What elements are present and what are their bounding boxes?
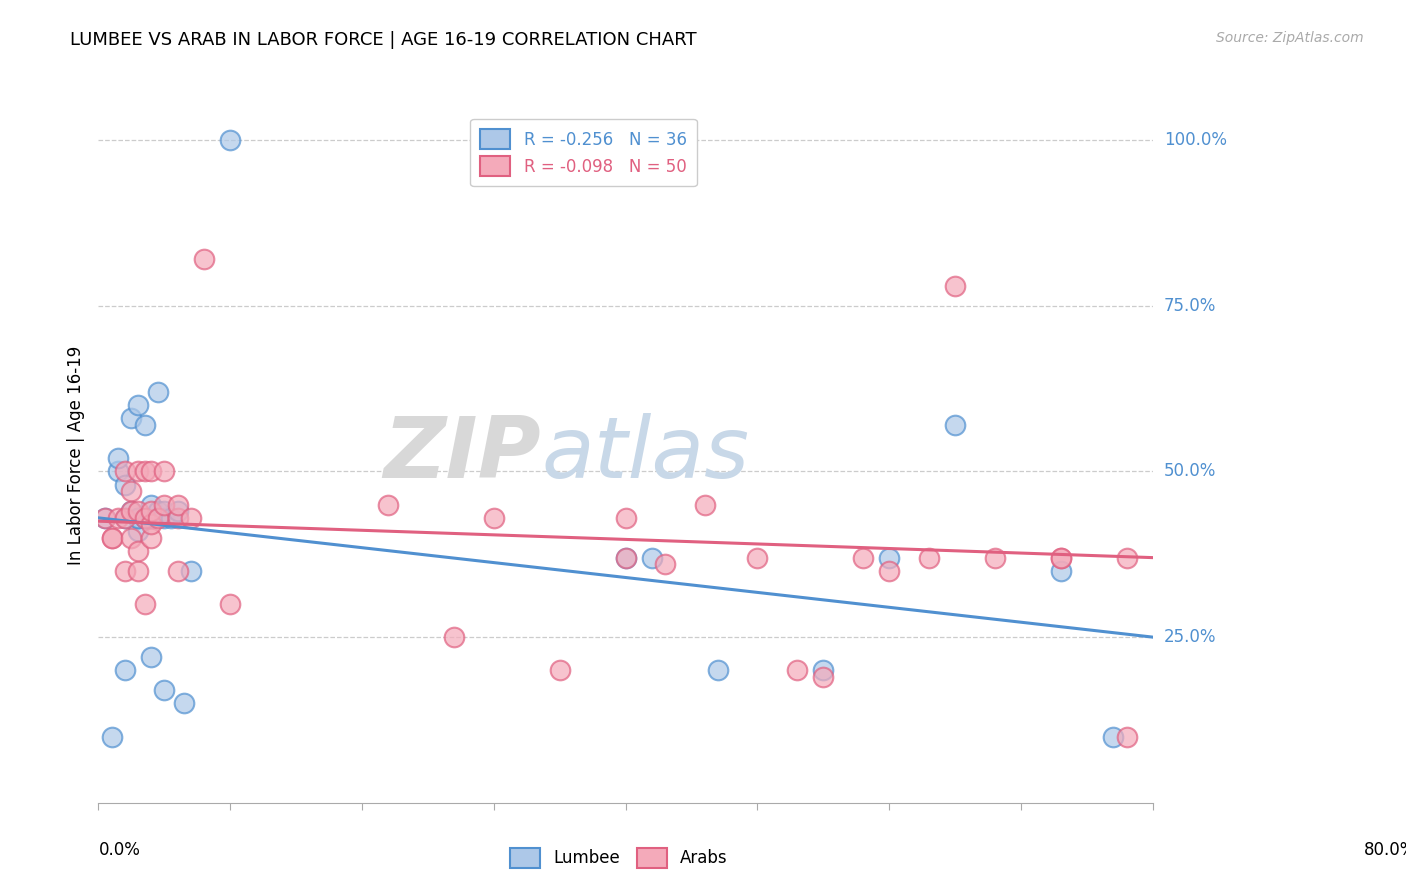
Point bbox=[813, 663, 835, 677]
Point bbox=[614, 511, 637, 525]
Legend: R = -0.256   N = 36, R = -0.098   N = 50: R = -0.256 N = 36, R = -0.098 N = 50 bbox=[471, 119, 696, 186]
Point bbox=[134, 418, 156, 433]
Point bbox=[1049, 550, 1071, 565]
Point bbox=[984, 550, 1007, 565]
Point bbox=[107, 465, 129, 479]
Y-axis label: In Labor Force | Age 16-19: In Labor Force | Age 16-19 bbox=[66, 345, 84, 565]
Point bbox=[166, 498, 188, 512]
Point bbox=[943, 418, 966, 433]
Point bbox=[153, 504, 176, 518]
Point bbox=[548, 663, 571, 677]
Point bbox=[141, 517, 163, 532]
Point bbox=[614, 550, 637, 565]
Text: LUMBEE VS ARAB IN LABOR FORCE | AGE 16-19 CORRELATION CHART: LUMBEE VS ARAB IN LABOR FORCE | AGE 16-1… bbox=[70, 31, 697, 49]
Point bbox=[1049, 564, 1071, 578]
Point bbox=[107, 451, 129, 466]
Point bbox=[114, 477, 136, 491]
Point bbox=[127, 465, 149, 479]
Point bbox=[813, 670, 835, 684]
Point bbox=[141, 511, 163, 525]
Point bbox=[153, 498, 176, 512]
Point bbox=[100, 531, 122, 545]
Point bbox=[160, 511, 183, 525]
Point bbox=[1049, 550, 1071, 565]
Point bbox=[166, 511, 188, 525]
Point bbox=[141, 498, 163, 512]
Point bbox=[141, 504, 163, 518]
Point bbox=[943, 279, 966, 293]
Point bbox=[1102, 730, 1125, 744]
Point bbox=[693, 498, 716, 512]
Point bbox=[100, 531, 122, 545]
Point bbox=[134, 511, 156, 525]
Point bbox=[120, 504, 142, 518]
Point bbox=[219, 597, 242, 611]
Point bbox=[120, 504, 142, 518]
Point bbox=[1115, 550, 1137, 565]
Point bbox=[141, 465, 163, 479]
Point bbox=[114, 564, 136, 578]
Text: 50.0%: 50.0% bbox=[1164, 462, 1216, 481]
Point bbox=[114, 511, 136, 525]
Point bbox=[134, 465, 156, 479]
Point bbox=[127, 564, 149, 578]
Point bbox=[852, 550, 875, 565]
Point bbox=[120, 484, 142, 499]
Point bbox=[114, 663, 136, 677]
Point bbox=[877, 564, 901, 578]
Point bbox=[377, 498, 399, 512]
Text: ZIP: ZIP bbox=[384, 413, 541, 497]
Point bbox=[166, 564, 188, 578]
Point bbox=[127, 511, 149, 525]
Point bbox=[877, 550, 901, 565]
Text: Source: ZipAtlas.com: Source: ZipAtlas.com bbox=[1216, 31, 1364, 45]
Point bbox=[134, 511, 156, 525]
Point bbox=[166, 504, 188, 518]
Point bbox=[114, 465, 136, 479]
Text: 100.0%: 100.0% bbox=[1164, 131, 1227, 149]
Point bbox=[146, 511, 169, 525]
Point bbox=[614, 550, 637, 565]
Point bbox=[180, 511, 202, 525]
Text: 0.0%: 0.0% bbox=[98, 841, 141, 859]
Text: atlas: atlas bbox=[541, 413, 749, 497]
Point bbox=[1115, 730, 1137, 744]
Point bbox=[918, 550, 941, 565]
Point bbox=[127, 544, 149, 558]
Point bbox=[180, 564, 202, 578]
Point bbox=[94, 511, 117, 525]
Point bbox=[146, 384, 169, 399]
Point bbox=[127, 524, 149, 538]
Point bbox=[482, 511, 505, 525]
Point bbox=[193, 252, 215, 267]
Text: 75.0%: 75.0% bbox=[1164, 297, 1216, 315]
Point bbox=[94, 511, 117, 525]
Point bbox=[134, 597, 156, 611]
Point bbox=[141, 531, 163, 545]
Text: 25.0%: 25.0% bbox=[1164, 628, 1216, 646]
Point bbox=[219, 133, 242, 147]
Point bbox=[141, 650, 163, 665]
Point bbox=[786, 663, 808, 677]
Point bbox=[100, 730, 122, 744]
Point bbox=[153, 465, 176, 479]
Point bbox=[173, 697, 195, 711]
Point bbox=[107, 511, 129, 525]
Point bbox=[443, 630, 465, 644]
Point bbox=[747, 550, 769, 565]
Point bbox=[641, 550, 664, 565]
Point bbox=[707, 663, 730, 677]
Point bbox=[153, 511, 176, 525]
Point bbox=[153, 683, 176, 698]
Text: 80.0%: 80.0% bbox=[1364, 841, 1406, 859]
Point bbox=[127, 504, 149, 518]
Point bbox=[146, 504, 169, 518]
Point bbox=[654, 558, 676, 572]
Point bbox=[127, 398, 149, 412]
Point bbox=[120, 531, 142, 545]
Point bbox=[127, 511, 149, 525]
Point bbox=[114, 511, 136, 525]
Point bbox=[120, 411, 142, 425]
Legend: Lumbee, Arabs: Lumbee, Arabs bbox=[503, 841, 734, 875]
